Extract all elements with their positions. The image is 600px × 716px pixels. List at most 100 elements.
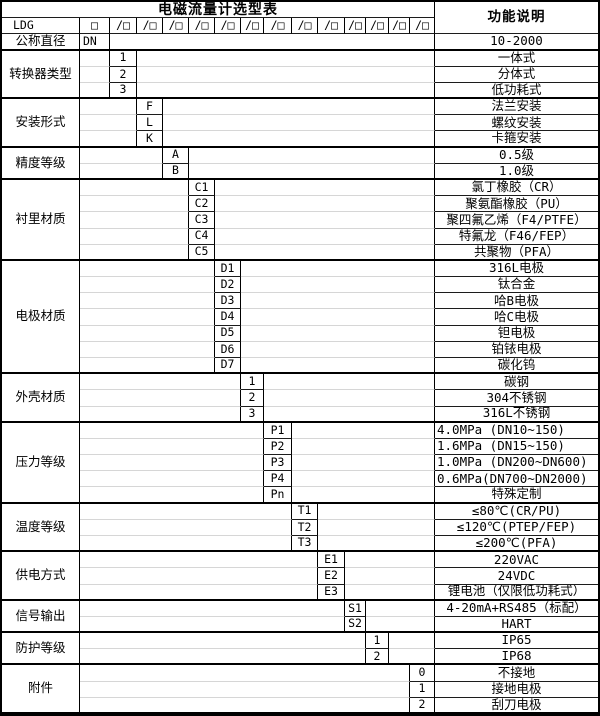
option-code-accuracy-class-B: B	[163, 163, 189, 180]
option-code-electrode-material-D2: D2	[215, 277, 241, 294]
empty-cell	[80, 487, 264, 504]
empty-cell	[241, 325, 435, 342]
option-desc-temperature-class-0: ≤80℃(CR/PU)	[435, 504, 598, 520]
section-label-lining-material: 衬里材质	[2, 179, 80, 261]
option-code-pressure-class-Pn: Pn	[264, 487, 292, 504]
empty-cell	[80, 212, 189, 229]
empty-cell	[80, 697, 410, 714]
option-code-signal-output-S1: S1	[345, 600, 366, 617]
empty-cell	[110, 34, 435, 51]
option-desc-pressure-class-4: 特殊定制	[435, 487, 598, 504]
option-desc-lining-material-2: 聚四氟乙烯（F4/PTFE）	[435, 212, 598, 229]
empty-cell	[80, 535, 292, 553]
section-label-temperature-class: 温度等级	[2, 503, 80, 553]
option-desc-installation-type-1: 螺纹安装	[435, 115, 598, 132]
option-desc-electrode-material-1: 钛合金	[435, 277, 598, 294]
empty-cell	[264, 374, 435, 391]
empty-cell	[189, 163, 435, 180]
option-desc-pressure-class-0: 4.0MPa (DN10~150)	[435, 423, 598, 439]
option-desc-electrode-material-6: 碳化钨	[435, 358, 598, 375]
option-code-lining-material-C5: C5	[189, 244, 215, 261]
section-label-housing-material: 外壳材质	[2, 374, 80, 423]
option-code-converter-type-3: 3	[110, 82, 137, 100]
empty-cell	[241, 357, 435, 375]
option-code-temperature-class-T2: T2	[292, 519, 318, 536]
empty-cell	[80, 115, 137, 132]
option-desc-pressure-class-3: 0.6MPa(DN700~DN2000)	[435, 471, 598, 488]
option-desc-accessory-2: 刮刀电极	[435, 698, 598, 714]
empty-cell	[80, 228, 189, 245]
empty-cell	[80, 665, 410, 682]
option-desc-pressure-class-1: 1.6MPa (DN15~150)	[435, 439, 598, 456]
empty-cell	[163, 131, 435, 148]
empty-cell	[241, 309, 435, 326]
empty-cell	[137, 82, 435, 100]
option-desc-lining-material-3: 特氟龙（F46/FEP）	[435, 229, 598, 245]
option-code-electrode-material-D6: D6	[215, 341, 241, 358]
empty-cell	[80, 357, 215, 375]
empty-cell	[264, 390, 435, 407]
model-digit-slot: /□	[389, 18, 410, 35]
option-code-electrode-material-D1: D1	[215, 260, 241, 278]
option-desc-temperature-class-1: ≤120℃(PTEP/FEP)	[435, 520, 598, 536]
empty-cell	[80, 147, 163, 164]
option-desc-converter-type-1: 分体式	[435, 67, 598, 83]
model-digit-slot: /□	[215, 18, 241, 35]
option-code-signal-output-S2: S2	[345, 616, 366, 634]
option-code-electrode-material-D7: D7	[215, 357, 241, 375]
option-code-electrode-material-D4: D4	[215, 309, 241, 326]
empty-cell	[163, 99, 435, 116]
empty-cell	[80, 455, 264, 472]
option-code-accessory-0: 0	[410, 665, 435, 682]
model-prefix: LDG	[2, 18, 80, 35]
empty-cell	[80, 293, 215, 310]
empty-cell	[80, 66, 110, 83]
option-desc-housing-material-0: 碳钢	[435, 374, 598, 391]
option-desc-accessory-0: 不接地	[435, 665, 598, 682]
empty-cell	[80, 131, 137, 148]
empty-cell	[366, 600, 435, 617]
section-label-pressure-class: 压力等级	[2, 422, 80, 504]
option-code-temperature-class-T3: T3	[292, 535, 318, 553]
empty-cell	[80, 681, 410, 698]
empty-cell	[292, 487, 435, 504]
empty-cell	[80, 390, 241, 407]
empty-cell	[80, 503, 292, 520]
empty-cell	[215, 179, 435, 197]
empty-cell	[80, 649, 366, 666]
model-digit-slot: /□	[345, 18, 366, 35]
option-code-pressure-class-P2: P2	[264, 438, 292, 456]
option-code-lining-material-C3: C3	[189, 212, 215, 229]
model-digit-slot: /□	[137, 18, 163, 35]
section-label-signal-output: 信号输出	[2, 600, 80, 634]
model-digit-slot: /□	[292, 18, 318, 35]
model-digit-slot: /□	[318, 18, 345, 35]
option-code-pressure-class-P1: P1	[264, 422, 292, 439]
empty-cell	[163, 115, 435, 132]
option-code-lining-material-C1: C1	[189, 179, 215, 197]
empty-cell	[264, 406, 435, 423]
empty-cell	[80, 568, 318, 585]
option-code-electrode-material-D5: D5	[215, 325, 241, 342]
option-code-protection-class-2: 2	[366, 649, 389, 666]
option-code-converter-type-1: 1	[110, 50, 137, 67]
model-digit-slot: /□	[163, 18, 189, 35]
empty-cell	[215, 244, 435, 261]
option-desc-lining-material-0: 氯丁橡胶（CR）	[435, 180, 598, 197]
option-desc-housing-material-2: 316L不锈钢	[435, 407, 598, 423]
section-label-accessory: 附件	[2, 665, 80, 714]
model-digit-slot: /□	[110, 18, 137, 35]
option-desc-power-supply-0: 220VAC	[435, 552, 598, 569]
option-desc-nominal-diameter-0: 10-2000	[435, 34, 598, 51]
model-digit-slot: /□	[241, 18, 264, 35]
option-code-lining-material-C4: C4	[189, 228, 215, 245]
model-digit-slot: /□	[264, 18, 292, 35]
option-code-housing-material-2: 2	[241, 390, 264, 407]
option-code-protection-class-1: 1	[366, 633, 389, 650]
option-code-lining-material-C2: C2	[189, 196, 215, 213]
empty-cell	[80, 471, 264, 488]
option-code-housing-material-3: 3	[241, 406, 264, 423]
empty-cell	[241, 277, 435, 294]
option-desc-signal-output-0: 4-20mA+RS485（标配）	[435, 601, 598, 617]
option-desc-electrode-material-2: 哈B电极	[435, 293, 598, 310]
